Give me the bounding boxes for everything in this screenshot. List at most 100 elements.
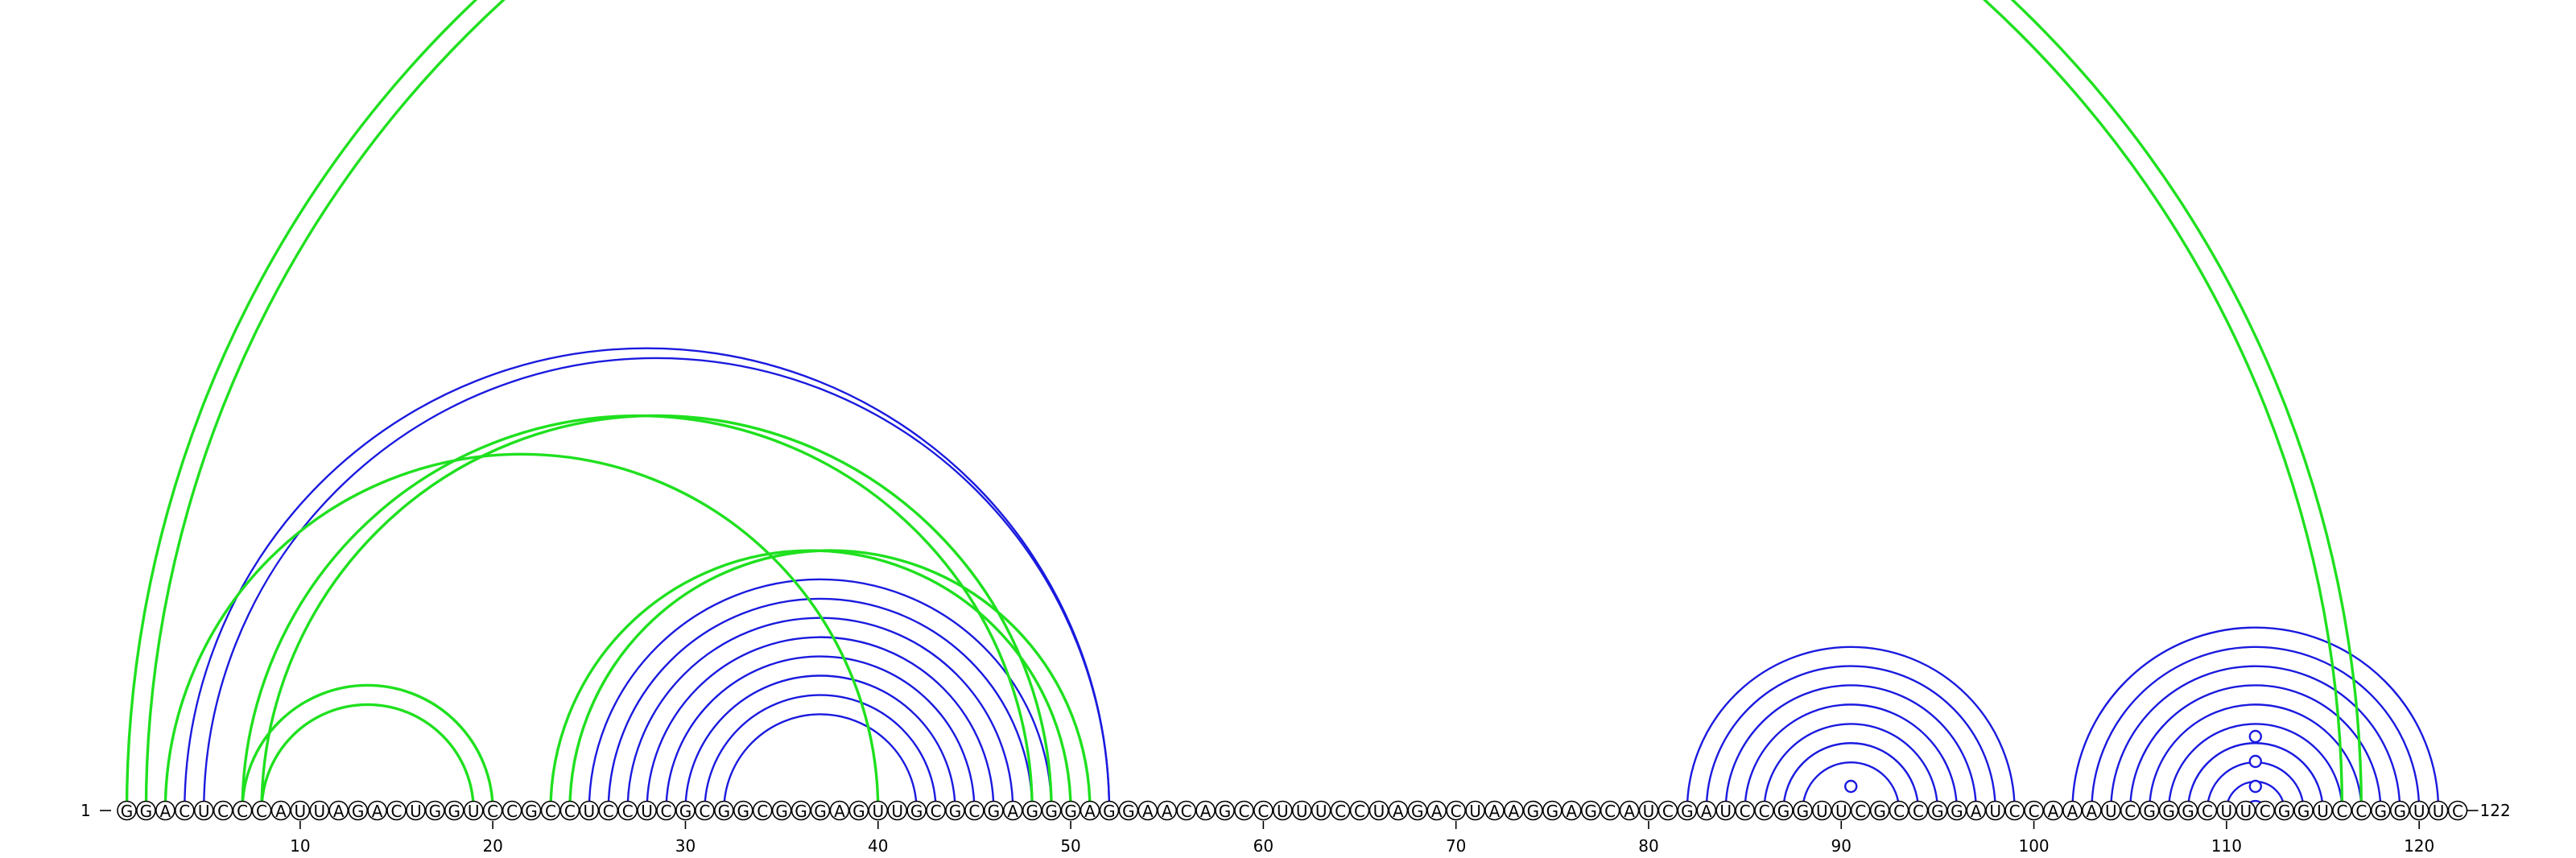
nucleotide-letter: G xyxy=(1026,802,1038,821)
green-pair-arc-8-49 xyxy=(260,414,1053,811)
nucleotide-3: A xyxy=(155,800,175,821)
nucleotide-102: A xyxy=(2062,800,2083,821)
nucleotide-circle xyxy=(2313,800,2333,821)
nucleotide-letter: G xyxy=(1045,802,1058,821)
nucleotide-48: G xyxy=(1022,800,1042,821)
nucleotide-50: G xyxy=(1060,800,1081,821)
nucleotide-8: C xyxy=(251,800,272,821)
green-pair-arc-2-116 xyxy=(144,0,2344,811)
nucleotide-55: A xyxy=(1157,800,1178,821)
nucleotide-letter: G xyxy=(814,802,827,821)
green-pair-arc-1-117 xyxy=(125,0,2363,811)
nucleotide-78: C xyxy=(1600,800,1620,821)
nucleotide-circle xyxy=(2004,800,2025,821)
nucleotide-circle xyxy=(232,800,253,821)
nucleotide-circle xyxy=(463,800,484,821)
nucleotide-letter: A xyxy=(1084,802,1096,821)
nucleotide-letter: U xyxy=(2413,802,2425,821)
nucleotide-letter: U xyxy=(2105,802,2117,821)
loop-marker-1 xyxy=(1844,779,1858,794)
nucleotide-letter: G xyxy=(140,802,153,821)
nucleotide-letter: G xyxy=(795,802,807,821)
nucleotide-letter: G xyxy=(1797,802,1810,821)
nucleotide-82: G xyxy=(1677,800,1698,821)
nucleotide-106: G xyxy=(2139,800,2160,821)
nucleotide-24: C xyxy=(559,800,580,821)
tick-label-70: 70 xyxy=(1446,836,1466,856)
nucleotide-letter: U xyxy=(872,802,884,821)
nucleotide-83: A xyxy=(1696,800,1717,821)
nucleotide-circle xyxy=(386,800,407,821)
nucleotide-39: G xyxy=(848,800,869,821)
nucleotide-11: U xyxy=(309,800,330,821)
nucleotide-circle xyxy=(984,800,1004,821)
nucleotide-letter: A xyxy=(2048,802,2059,821)
nucleotide-92: G xyxy=(1869,800,1890,821)
nucleotide-letter: C xyxy=(179,802,190,821)
nucleotide-circle xyxy=(810,800,831,821)
nucleotide-94: C xyxy=(1908,800,1929,821)
nucleotide-108: G xyxy=(2178,800,2198,821)
nucleotide-circle xyxy=(2371,800,2391,821)
nucleotide-letter: G xyxy=(2162,802,2175,821)
nucleotide-52: G xyxy=(1099,800,1120,821)
nucleotide-104: U xyxy=(2100,800,2121,821)
nucleotide-64: C xyxy=(1330,800,1351,821)
nucleotide-circle xyxy=(174,800,195,821)
nucleotide-letter: U xyxy=(1373,802,1385,821)
nucleotide-9: A xyxy=(270,800,291,821)
nucleotide-71: U xyxy=(1465,800,1485,821)
nucleotide-circle xyxy=(1234,800,1254,821)
nucleotide-circle xyxy=(1465,800,1485,821)
nucleotide-113: G xyxy=(2274,800,2294,821)
nucleotide-letter: C xyxy=(2124,802,2136,821)
nucleotide-letter: C xyxy=(2009,802,2021,821)
nucleotide-letter: U xyxy=(1277,802,1289,821)
nucleotide-letter: G xyxy=(1777,802,1790,821)
blue-pair-arc-106-117 xyxy=(2148,703,2363,811)
nucleotide-circle xyxy=(348,800,368,821)
nucleotide-letter: G xyxy=(1931,802,1944,821)
nucleotide-letter: C xyxy=(1335,802,1346,821)
nucleotide-letter: G xyxy=(718,802,731,821)
blue-pair-arc-104-119 xyxy=(2110,665,2401,811)
nucleotide-letter: C xyxy=(622,802,634,821)
nucleotide-57: A xyxy=(1195,800,1216,821)
nucleotide-circle xyxy=(2216,800,2237,821)
nucleotide-37: G xyxy=(810,800,831,821)
blue-pair-arc-102-121 xyxy=(2071,626,2440,811)
blue-pair-arc-83-98 xyxy=(1705,665,1996,811)
nucleotide-letter: C xyxy=(1740,802,1751,821)
blue-pair-arc-5-52 xyxy=(203,357,1111,811)
nucleotide-letter: G xyxy=(2182,802,2194,821)
nucleotide-circle xyxy=(1523,800,1543,821)
nucleotide-letter: G xyxy=(1064,802,1077,821)
nucleotide-68: G xyxy=(1407,800,1428,821)
nucleotide-51: A xyxy=(1080,800,1100,821)
nucleotide-letter: C xyxy=(968,802,980,821)
blue-pair-arc-4-52 xyxy=(184,347,1111,811)
nucleotide-circle xyxy=(1273,800,1293,821)
nucleotide-2: G xyxy=(136,800,156,821)
nucleotide-circle xyxy=(1330,800,1351,821)
nucleotide-26: C xyxy=(598,800,619,821)
nucleotide-circle xyxy=(1889,800,1909,821)
nucleotide-letter: G xyxy=(737,802,750,821)
nucleotide-circle xyxy=(1619,800,1640,821)
tick-label-80: 80 xyxy=(1638,836,1658,856)
nucleotide-letter: U xyxy=(1296,802,1308,821)
nucleotide-letter: G xyxy=(1527,802,1540,821)
nucleotide-80: U xyxy=(1638,800,1659,821)
nucleotide-circle xyxy=(771,800,792,821)
nucleotide-circle xyxy=(1002,800,1023,821)
nucleotide-circle xyxy=(2428,800,2449,821)
nucleotide-letter: A xyxy=(1393,802,1404,821)
nucleotide-circle xyxy=(251,800,272,821)
nucleotide-30: G xyxy=(675,800,696,821)
nucleotide-circle xyxy=(2409,800,2429,821)
nucleotide-101: A xyxy=(2043,800,2063,821)
blue-pair-arc-107-116 xyxy=(2167,723,2343,811)
nucleotide-105: C xyxy=(2120,800,2140,821)
nucleotide-circle xyxy=(2293,800,2314,821)
nucleotide-letter: A xyxy=(1566,802,1577,821)
